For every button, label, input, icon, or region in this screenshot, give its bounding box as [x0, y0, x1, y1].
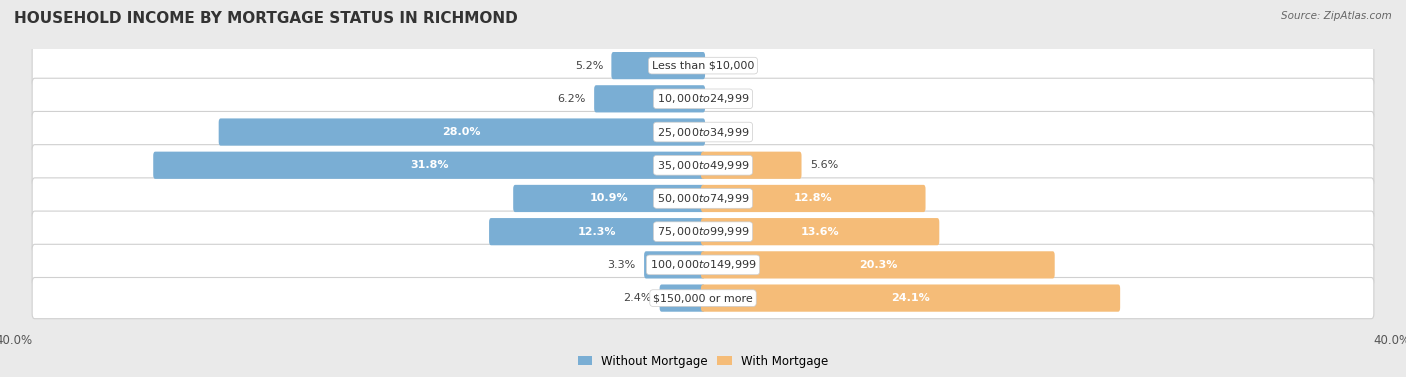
- FancyBboxPatch shape: [644, 251, 704, 279]
- Text: 3.3%: 3.3%: [607, 260, 636, 270]
- Text: 31.8%: 31.8%: [411, 160, 449, 170]
- Text: HOUSEHOLD INCOME BY MORTGAGE STATUS IN RICHMOND: HOUSEHOLD INCOME BY MORTGAGE STATUS IN R…: [14, 11, 517, 26]
- Text: $25,000 to $34,999: $25,000 to $34,999: [657, 126, 749, 138]
- Text: 5.2%: 5.2%: [575, 61, 603, 70]
- FancyBboxPatch shape: [595, 85, 704, 112]
- FancyBboxPatch shape: [153, 152, 704, 179]
- FancyBboxPatch shape: [32, 145, 1374, 186]
- FancyBboxPatch shape: [513, 185, 704, 212]
- FancyBboxPatch shape: [32, 277, 1374, 319]
- FancyBboxPatch shape: [32, 78, 1374, 120]
- Text: 24.1%: 24.1%: [891, 293, 929, 303]
- Text: 0.0%: 0.0%: [713, 94, 741, 104]
- Text: $150,000 or more: $150,000 or more: [654, 293, 752, 303]
- FancyBboxPatch shape: [32, 112, 1374, 153]
- FancyBboxPatch shape: [702, 185, 925, 212]
- FancyBboxPatch shape: [612, 52, 704, 79]
- Text: $100,000 to $149,999: $100,000 to $149,999: [650, 258, 756, 271]
- Text: 6.2%: 6.2%: [558, 94, 586, 104]
- Text: 13.6%: 13.6%: [801, 227, 839, 237]
- Text: $35,000 to $49,999: $35,000 to $49,999: [657, 159, 749, 172]
- FancyBboxPatch shape: [219, 118, 704, 146]
- Text: $75,000 to $99,999: $75,000 to $99,999: [657, 225, 749, 238]
- Text: 12.3%: 12.3%: [578, 227, 616, 237]
- Text: 0.0%: 0.0%: [713, 127, 741, 137]
- FancyBboxPatch shape: [32, 244, 1374, 285]
- Text: 28.0%: 28.0%: [443, 127, 481, 137]
- Text: $50,000 to $74,999: $50,000 to $74,999: [657, 192, 749, 205]
- FancyBboxPatch shape: [32, 178, 1374, 219]
- Text: Source: ZipAtlas.com: Source: ZipAtlas.com: [1281, 11, 1392, 21]
- Legend: Without Mortgage, With Mortgage: Without Mortgage, With Mortgage: [574, 350, 832, 372]
- FancyBboxPatch shape: [702, 251, 1054, 279]
- FancyBboxPatch shape: [32, 211, 1374, 252]
- Text: 0.0%: 0.0%: [713, 61, 741, 70]
- FancyBboxPatch shape: [702, 285, 1121, 312]
- Text: 5.6%: 5.6%: [810, 160, 838, 170]
- Text: 10.9%: 10.9%: [591, 193, 628, 204]
- FancyBboxPatch shape: [702, 152, 801, 179]
- FancyBboxPatch shape: [702, 218, 939, 245]
- FancyBboxPatch shape: [659, 285, 704, 312]
- Text: 12.8%: 12.8%: [794, 193, 832, 204]
- Text: Less than $10,000: Less than $10,000: [652, 61, 754, 70]
- FancyBboxPatch shape: [32, 45, 1374, 86]
- FancyBboxPatch shape: [489, 218, 704, 245]
- Text: 2.4%: 2.4%: [623, 293, 651, 303]
- Text: $10,000 to $24,999: $10,000 to $24,999: [657, 92, 749, 105]
- Text: 20.3%: 20.3%: [859, 260, 897, 270]
